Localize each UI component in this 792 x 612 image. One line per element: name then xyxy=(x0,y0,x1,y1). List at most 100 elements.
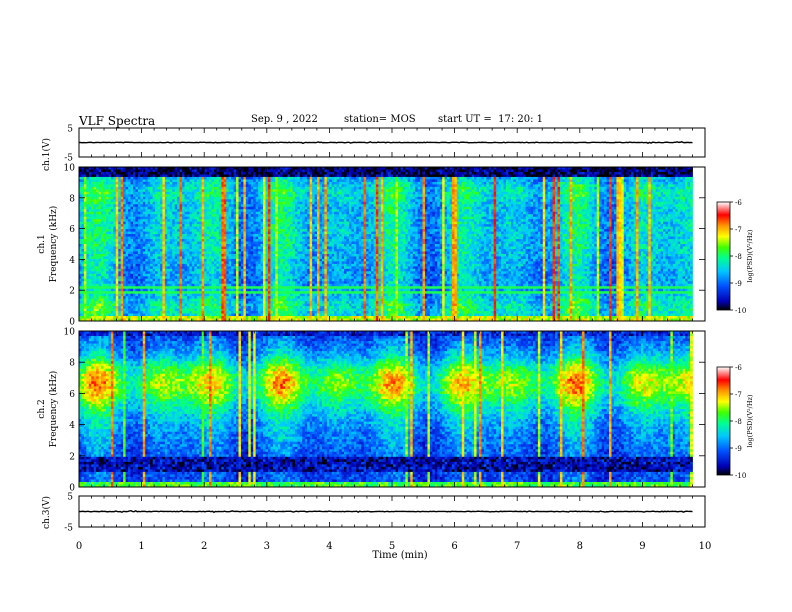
spectrogram-cell xyxy=(121,207,124,210)
spectrogram-cell xyxy=(172,259,175,262)
spectrogram-cell xyxy=(202,311,205,314)
spectrogram-cell xyxy=(89,194,92,197)
spectrogram-cell xyxy=(243,271,246,274)
spectrogram-cell xyxy=(118,189,121,192)
spectrogram-cell xyxy=(221,212,224,215)
spectrogram-cell xyxy=(187,177,190,180)
spectrogram-cell xyxy=(204,261,207,264)
spectrogram-cell xyxy=(199,184,202,187)
spectrogram-cell xyxy=(118,284,121,287)
spectrogram-cell xyxy=(214,291,217,294)
spectrogram-cell xyxy=(126,227,129,230)
spectrogram-cell xyxy=(94,316,97,319)
spectrogram-cell xyxy=(234,246,237,249)
spectrogram-cell xyxy=(150,314,153,317)
spectrogram-cell xyxy=(167,281,170,284)
spectrogram-cell xyxy=(108,224,111,227)
spectrogram-cell xyxy=(231,214,234,217)
spectrogram-cell xyxy=(182,192,185,195)
spectrogram-cell xyxy=(263,179,266,182)
spectrogram-cell xyxy=(236,177,239,180)
spectrogram-cell xyxy=(162,209,165,212)
spectrogram-cell xyxy=(189,304,192,307)
spectrogram-cell xyxy=(221,237,224,240)
spectrogram-cell xyxy=(239,172,242,175)
spectrogram-cell xyxy=(226,229,229,232)
spectrogram-cell xyxy=(123,256,126,259)
spectrogram-cell xyxy=(116,309,119,312)
spectrogram-cell xyxy=(135,169,138,172)
spectrogram-cell xyxy=(241,207,244,210)
spectrogram-cell xyxy=(153,172,156,175)
spectrogram-cell xyxy=(209,276,212,279)
spectrogram-cell xyxy=(155,261,158,264)
spectrogram-cell xyxy=(172,249,175,252)
spectrogram-cell xyxy=(229,249,232,252)
spectrogram-cell xyxy=(81,237,84,240)
spectrogram-cell xyxy=(91,251,94,254)
spectrogram-cell xyxy=(140,234,143,237)
spectrogram-cell xyxy=(135,294,138,297)
spectrogram-cell xyxy=(270,224,273,227)
spectrogram-cell xyxy=(106,301,109,304)
spectrogram-cell xyxy=(175,187,178,190)
spectrogram-cell xyxy=(158,269,161,272)
spectrogram-cell xyxy=(268,261,271,264)
spectrogram-cell xyxy=(113,212,116,215)
spectrogram-cell xyxy=(160,187,163,190)
spectrogram-cell xyxy=(207,207,210,210)
spectrogram-cell xyxy=(258,314,261,317)
spectrogram-cell xyxy=(86,189,89,192)
spectrogram-cell xyxy=(185,224,188,227)
spectrogram-cell xyxy=(258,294,261,297)
spectrogram-cell xyxy=(258,204,261,207)
spectrogram-cell xyxy=(226,187,229,190)
spectrogram-cell xyxy=(256,237,259,240)
spectrogram-cell xyxy=(268,311,271,314)
spectrogram-cell xyxy=(236,194,239,197)
spectrogram-cell xyxy=(118,296,121,299)
spectrogram-cell xyxy=(89,294,92,297)
spectrogram-cell xyxy=(192,256,195,259)
spectrogram-cell xyxy=(180,174,183,177)
spectrogram-cell xyxy=(266,311,269,314)
spectrogram-cell xyxy=(248,286,251,289)
spectrogram-cell xyxy=(246,242,249,245)
spectrogram-cell xyxy=(202,182,205,185)
spectrogram-cell xyxy=(155,174,158,177)
spectrogram-cell xyxy=(128,189,131,192)
spectrogram-cell xyxy=(202,266,205,269)
spectrogram-cell xyxy=(116,289,119,292)
spectrogram-cell xyxy=(177,214,180,217)
spectrogram-cell xyxy=(212,264,215,267)
spectrogram-cell xyxy=(138,209,141,212)
spectrogram-cell xyxy=(209,299,212,302)
spectrogram-cell xyxy=(194,224,197,227)
spectrogram-cell xyxy=(138,204,141,207)
spectrogram-cell xyxy=(204,279,207,282)
spectrogram-cell xyxy=(251,246,254,249)
spectrogram-cell xyxy=(160,294,163,297)
spectrogram-cell xyxy=(224,207,227,210)
spectrogram-cell xyxy=(243,299,246,302)
spectrogram-cell xyxy=(229,269,232,272)
spectrogram-cell xyxy=(91,269,94,272)
spectrogram-cell xyxy=(219,304,222,307)
spectrogram-cell xyxy=(256,289,259,292)
spectrogram-cell xyxy=(113,244,116,247)
spectrogram-cell xyxy=(224,242,227,245)
spectrogram-cell xyxy=(128,177,131,180)
spectrogram-cell xyxy=(239,222,242,225)
spectrogram-cell xyxy=(133,169,136,172)
spectrogram-cell xyxy=(160,239,163,242)
spectrogram-cell xyxy=(251,301,254,304)
spectrogram-cell xyxy=(158,294,161,297)
spectrogram-cell xyxy=(89,274,92,277)
spectrogram-cell xyxy=(172,279,175,282)
spectrogram-cell xyxy=(148,192,151,195)
spectrogram-cell xyxy=(158,182,161,185)
spectrogram-cell xyxy=(192,234,195,237)
spectrogram-cell xyxy=(243,301,246,304)
spectrogram-cell xyxy=(165,284,168,287)
spectrogram-cell xyxy=(248,189,251,192)
